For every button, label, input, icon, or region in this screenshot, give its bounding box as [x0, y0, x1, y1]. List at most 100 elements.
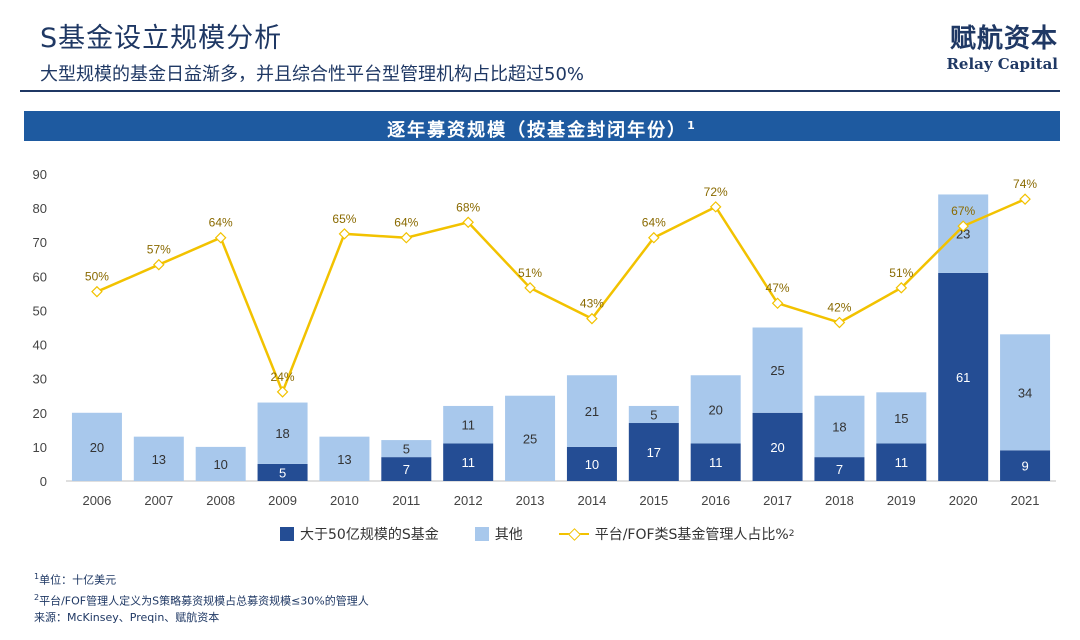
line-point-label: 74% — [1013, 177, 1037, 191]
footnotes: 1单位：十亿美元 2平台/FOF管理人定义为S策略募资规模占总募资规模≤30%的… — [34, 568, 369, 626]
bar-label-large-funds: 10 — [585, 457, 599, 472]
x-tick-label: 2008 — [206, 493, 235, 508]
legend-item-others: 其他 — [474, 524, 523, 544]
page-subtitle: 大型规模的基金日益渐多，并且综合性平台型管理机构占比超过50% — [40, 64, 585, 85]
line-point-label: 64% — [642, 216, 666, 230]
x-tick-label: 2010 — [330, 493, 359, 508]
bar-label-large-funds: 17 — [647, 445, 661, 460]
line-point-label: 43% — [580, 297, 604, 311]
bar-label-large-funds: 7 — [836, 462, 843, 477]
bar-label-others: 20 — [90, 440, 104, 455]
y-tick-label: 10 — [33, 440, 47, 455]
bar-others — [133, 436, 184, 481]
bar-others — [505, 395, 556, 481]
bar-others — [690, 375, 741, 444]
legend-swatch-large — [280, 527, 294, 541]
y-tick-label: 90 — [33, 167, 47, 182]
x-tick-label: 2018 — [825, 493, 854, 508]
chart-banner-sup: 1 — [687, 119, 697, 132]
bar-others — [443, 405, 494, 444]
line-point — [833, 316, 846, 329]
line-point-label: 65% — [332, 212, 356, 226]
x-tick-label: 2016 — [701, 493, 730, 508]
line-point — [400, 231, 413, 244]
line-point — [586, 312, 598, 325]
line-point-label: 67% — [951, 204, 975, 218]
bar-label-others: 18 — [275, 426, 289, 441]
y-tick-label: 20 — [33, 406, 47, 421]
bar-large-funds — [443, 443, 494, 481]
brand-logo: 赋航资本 Relay Capital — [946, 18, 1058, 73]
x-tick-label: 2006 — [82, 493, 111, 508]
bar-label-large-funds: 7 — [403, 462, 410, 477]
brand-name-cn: 赋航资本 — [949, 24, 1058, 54]
x-tick-label: 2017 — [763, 493, 792, 508]
footnote-source: 来源：McKinsey、Preqin、赋航资本 — [34, 609, 369, 626]
bar-label-others: 10 — [213, 457, 227, 472]
line-point-label: 42% — [827, 301, 851, 315]
line-point — [709, 201, 722, 213]
legend-swatch-others — [474, 527, 489, 541]
header-divider — [20, 90, 1060, 92]
bar-label-large-funds: 61 — [956, 370, 970, 385]
line-point-label: 68% — [456, 200, 480, 214]
x-tick-label: 2007 — [144, 493, 173, 508]
bar-label-large-funds: 9 — [1021, 459, 1028, 474]
bar-label-large-funds: 11 — [461, 455, 475, 470]
bar-others — [938, 194, 989, 273]
bar-large-funds — [938, 272, 989, 481]
line-point — [957, 220, 969, 232]
bar-label-large-funds: 11 — [709, 455, 723, 470]
line-platform-ratio — [96, 198, 1026, 396]
bar-large-funds — [752, 412, 803, 481]
chart-legend: 大于50亿规模的S基金 其他 平台/FOF类S基金管理人占比% 2 — [280, 524, 830, 544]
line-point — [462, 216, 474, 229]
bar-large-funds — [690, 443, 741, 481]
bar-large-funds — [814, 457, 865, 481]
y-tick-label: 40 — [33, 338, 47, 353]
footnote-2: 2平台/FOF管理人定义为S策略募资规模占总募资规模≤30%的管理人 — [34, 589, 369, 610]
bar-label-others: 25 — [770, 363, 784, 378]
bar-others — [876, 392, 927, 444]
bar-others — [71, 412, 122, 481]
bar-others — [319, 436, 370, 481]
bar-label-large-funds: 11 — [895, 455, 909, 470]
line-point-label: 64% — [394, 216, 418, 230]
line-point — [895, 282, 908, 294]
bar-others — [1000, 334, 1051, 451]
line-point-label: 47% — [766, 281, 790, 295]
legend-label-others: 其他 — [494, 527, 523, 543]
bar-others — [752, 327, 803, 413]
legend-item-platform-ratio: 平台/FOF类S基金管理人占比% 2 — [558, 524, 795, 544]
legend-line-marker — [558, 527, 589, 541]
line-point — [524, 282, 536, 294]
line-point — [1019, 193, 1031, 205]
footnote-1: 1单位：十亿美元 — [34, 568, 369, 589]
bar-label-others: 20 — [708, 402, 722, 417]
bar-others — [628, 405, 679, 424]
line-point — [276, 386, 289, 398]
chart-banner-text: 逐年募资规模（按基金封闭年份） — [387, 120, 688, 141]
line-point — [214, 231, 227, 244]
bar-large-funds — [566, 446, 617, 481]
line-point-label: 24% — [271, 370, 295, 384]
bar-label-others: 11 — [461, 418, 475, 433]
legend-label-ratio-sup: 2 — [788, 529, 795, 539]
footnote-2-text: 平台/FOF管理人定义为S策略募资规模占总募资规模≤30%的管理人 — [39, 594, 369, 608]
bar-large-funds — [381, 457, 432, 481]
x-tick-label: 2012 — [454, 493, 483, 508]
chart-banner: 逐年募资规模（按基金封闭年份）1 — [24, 111, 1060, 141]
y-tick-label: 0 — [40, 474, 47, 489]
legend-label-large: 大于50亿规模的S基金 — [300, 527, 439, 543]
line-point-label: 72% — [704, 185, 728, 199]
line-point-label: 51% — [889, 266, 913, 280]
bar-large-funds — [1000, 450, 1051, 481]
y-tick-label: 60 — [33, 269, 47, 284]
x-tick-label: 2011 — [392, 493, 420, 508]
bar-label-others: 25 — [523, 431, 537, 446]
bar-large-funds — [876, 443, 927, 481]
bar-others — [257, 402, 308, 464]
x-tick-label: 2020 — [949, 493, 978, 508]
line-point-label: 51% — [518, 266, 542, 280]
bar-label-others: 21 — [585, 404, 599, 419]
